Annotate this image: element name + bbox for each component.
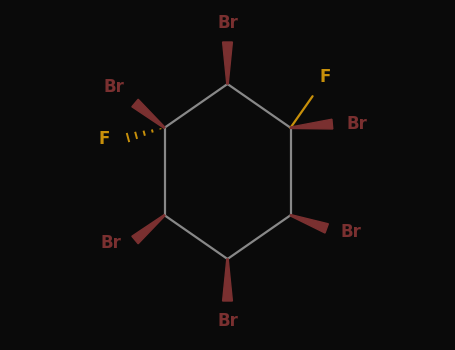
Polygon shape bbox=[222, 259, 233, 301]
Polygon shape bbox=[132, 99, 165, 128]
Text: Br: Br bbox=[104, 78, 125, 96]
Text: Br: Br bbox=[341, 223, 362, 241]
Text: Br: Br bbox=[346, 115, 367, 133]
Text: Br: Br bbox=[100, 234, 121, 252]
Polygon shape bbox=[222, 42, 233, 84]
Text: F: F bbox=[99, 130, 110, 148]
Polygon shape bbox=[290, 119, 333, 129]
Polygon shape bbox=[132, 215, 165, 244]
Polygon shape bbox=[290, 215, 329, 233]
Text: F: F bbox=[319, 68, 331, 86]
Text: Br: Br bbox=[217, 312, 238, 329]
Text: Br: Br bbox=[217, 14, 238, 32]
